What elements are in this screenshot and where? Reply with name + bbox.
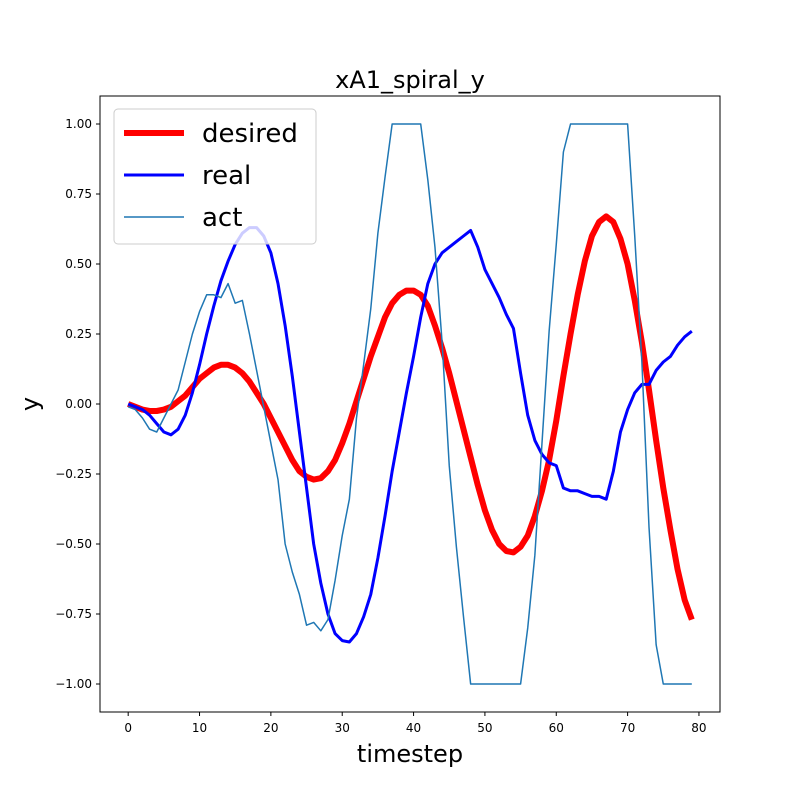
legend: desired real act [113,108,317,245]
series-line-real [127,226,693,644]
y-tick-label: 0.25 [65,327,92,341]
y-tick-label: 1.00 [65,117,92,131]
y-tick-label: 0.50 [65,257,92,271]
x-axis-label: timestep [357,740,463,768]
x-tick-label: 80 [691,721,706,735]
chart-title: xA1_spiral_y [335,66,485,94]
x-tick-label: 0 [124,721,132,735]
y-tick-label: −1.00 [55,677,92,691]
y-axis-ticks: −1.00 −0.75 −0.50 −0.25 0.00 0.25 0.50 0.75 1.00 [55,117,100,691]
x-tick-label: 50 [477,721,492,735]
x-tick-label: 10 [192,721,207,735]
y-tick-label: −0.25 [55,467,92,481]
series-layer [127,123,695,685]
y-tick-label: −0.50 [55,537,92,551]
series-line-desired [127,213,695,621]
legend-box [113,108,317,245]
x-tick-label: 70 [620,721,635,735]
x-tick-label: 40 [406,721,421,735]
y-tick-label: 0.75 [65,187,92,201]
series-line-act [127,123,692,685]
legend-label-real: real [202,161,251,191]
x-tick-label: 20 [263,721,278,735]
legend-label-desired: desired [202,119,298,149]
y-axis-label: y [16,397,44,411]
y-tick-label: 0.00 [65,397,92,411]
x-tick-label: 60 [549,721,564,735]
legend-label-act: act [202,203,242,233]
x-axis-ticks: 0 10 20 30 40 50 60 70 80 [124,712,707,735]
y-tick-label: −0.75 [55,607,92,621]
x-tick-label: 30 [335,721,350,735]
